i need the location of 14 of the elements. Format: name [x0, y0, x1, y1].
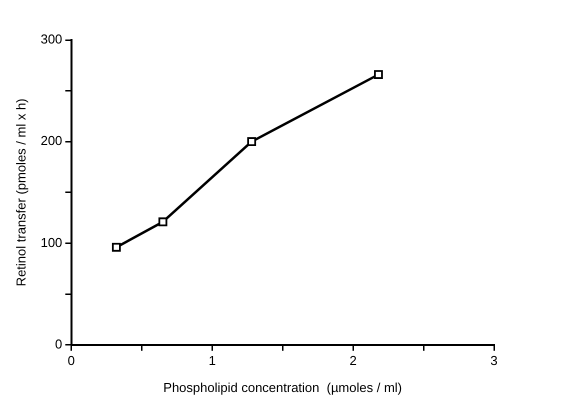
y-tick-label: 0 — [55, 336, 62, 352]
y-axis-title: Retinol transfer (pmoles / ml x h) — [13, 98, 28, 286]
point — [247, 137, 256, 146]
point — [374, 70, 383, 79]
x-tick-label: 3 — [490, 353, 498, 368]
y-tick-label: 100 — [40, 234, 62, 250]
y-tick-label: 300 — [40, 32, 62, 47]
x-axis-title: Phospholipid concentration (µmoles / ml) — [163, 380, 402, 395]
point — [158, 217, 168, 226]
x-tick-label: 2 — [349, 353, 357, 368]
x-tick-label: 1 — [208, 353, 216, 368]
x-tick-label: 0 — [68, 353, 75, 368]
point — [112, 242, 121, 252]
y-tick-label: 200 — [40, 133, 62, 148]
